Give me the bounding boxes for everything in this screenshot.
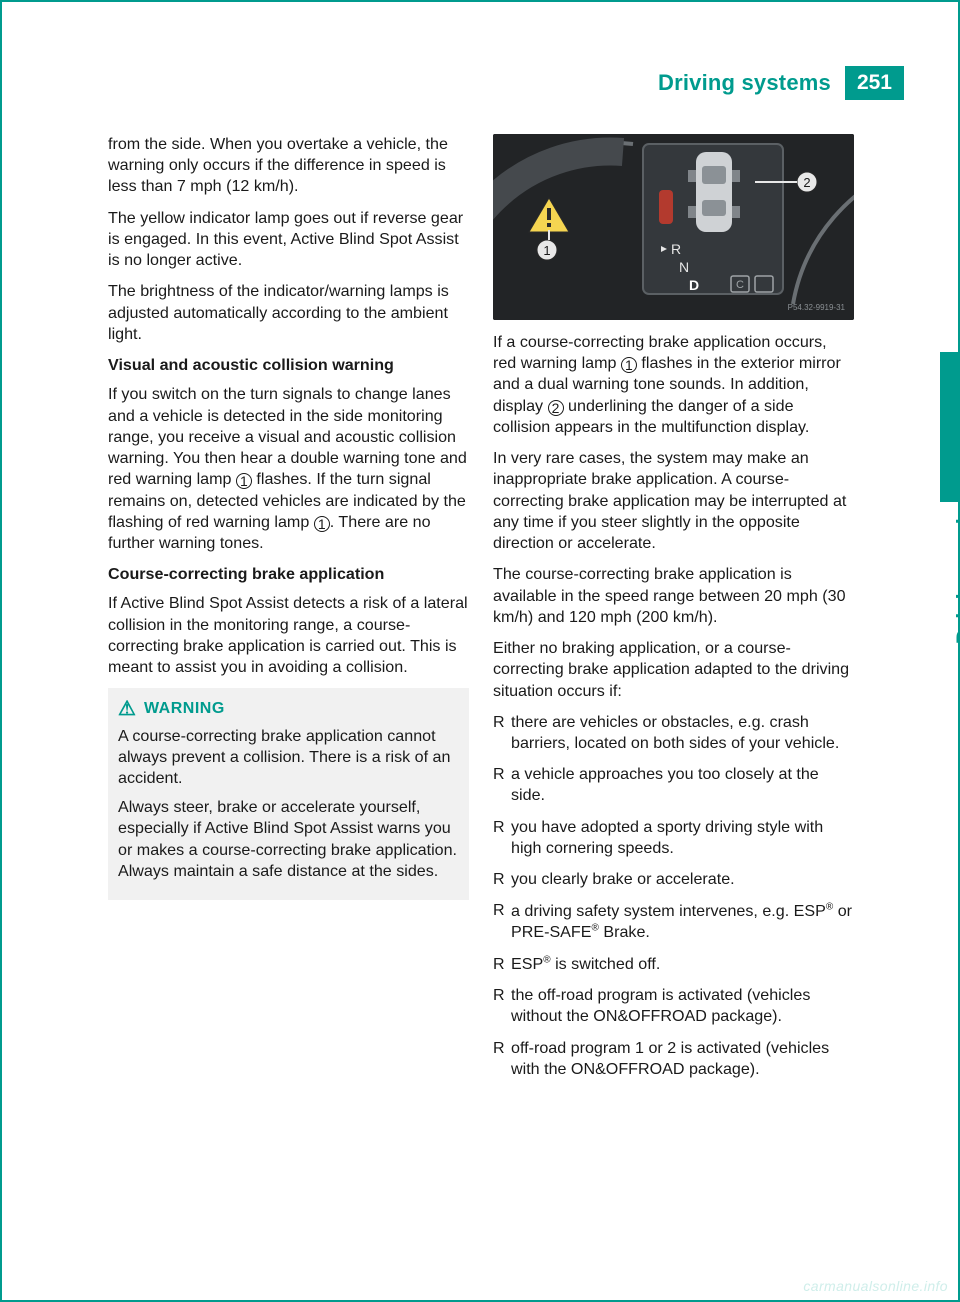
callout-2-icon: 2 bbox=[548, 400, 564, 416]
warning-box: ⚠ WARNING A course-correcting brake appl… bbox=[108, 688, 469, 900]
bullet-item: ESP® is switched off. bbox=[493, 954, 854, 976]
para: from the side. When you overtake a vehic… bbox=[108, 134, 469, 198]
header-right: Driving systems 251 bbox=[658, 66, 904, 100]
callout-1-icon: 1 bbox=[314, 516, 330, 532]
warning-text: Always steer, brake or accelerate yourse… bbox=[118, 797, 459, 882]
callout-1-icon: 1 bbox=[236, 473, 252, 489]
para: In very rare cases, the system may make … bbox=[493, 448, 854, 554]
fig-letter: D bbox=[689, 277, 699, 293]
subheading: Course-correcting brake application bbox=[108, 564, 469, 585]
fig-callout-1: 1 bbox=[543, 243, 550, 258]
side-tab: Driving and parking bbox=[902, 212, 958, 632]
warning-label: WARNING bbox=[144, 698, 225, 719]
page: Driving systems 251 Driving and parking … bbox=[0, 0, 960, 1302]
side-tab-label: Driving and parking bbox=[952, 428, 960, 644]
fig-letter: N bbox=[679, 259, 689, 275]
para: The yellow indicator lamp goes out if re… bbox=[108, 208, 469, 272]
bullet-item: there are vehicles or obstacles, e.g. cr… bbox=[493, 712, 854, 754]
bullet-list: there are vehicles or obstacles, e.g. cr… bbox=[493, 712, 854, 1080]
cluster-svg: 1 2 R N D C bbox=[493, 134, 854, 320]
bullet-item: you clearly brake or accelerate. bbox=[493, 869, 854, 890]
left-column: from the side. When you overtake a vehic… bbox=[108, 134, 469, 1090]
content: from the side. When you overtake a vehic… bbox=[108, 134, 854, 1090]
warning-text: A course-correcting brake application ca… bbox=[118, 726, 459, 790]
bullet-item: you have adopted a sporty driving style … bbox=[493, 817, 854, 859]
bullet-item: a driving safety system intervenes, e.g.… bbox=[493, 900, 854, 943]
bullet-text: a driving safety system intervenes, e.g.… bbox=[511, 902, 852, 942]
page-number: 251 bbox=[845, 66, 904, 100]
footer-watermark: carmanualsonline.info bbox=[803, 1278, 948, 1294]
para: The brightness of the indicator/warning … bbox=[108, 281, 469, 345]
para: If you switch on the turn signals to cha… bbox=[108, 384, 469, 554]
bullet-text: ESP® is switched off. bbox=[511, 955, 660, 973]
section-title: Driving systems bbox=[658, 66, 845, 100]
page-header: Driving systems 251 bbox=[2, 2, 958, 112]
warning-icon: ⚠ bbox=[118, 699, 136, 719]
para: If Active Blind Spot Assist detects a ri… bbox=[108, 593, 469, 678]
para: Either no braking application, or a cour… bbox=[493, 638, 854, 702]
bullet-item: off-road program 1 or 2 is activated (ve… bbox=[493, 1038, 854, 1080]
bullet-item: a vehicle approaches you too closely at … bbox=[493, 764, 854, 806]
cluster-figure: 1 2 R N D C bbox=[493, 134, 854, 320]
para: If a course-correcting brake application… bbox=[493, 332, 854, 438]
fig-callout-2: 2 bbox=[803, 175, 810, 190]
warning-head: ⚠ WARNING bbox=[118, 698, 459, 719]
fig-icon-c: C bbox=[736, 279, 744, 291]
para: The course-correcting brake application … bbox=[493, 564, 854, 628]
subheading: Visual and acoustic collision warning bbox=[108, 355, 469, 376]
fig-watermark: P54.32-9919-31 bbox=[788, 303, 846, 312]
right-column: 1 2 R N D C bbox=[493, 134, 854, 1090]
bullet-item: the off-road program is activated (vehic… bbox=[493, 985, 854, 1027]
callout-1-icon: 1 bbox=[621, 357, 637, 373]
fig-letter: R bbox=[671, 241, 681, 257]
